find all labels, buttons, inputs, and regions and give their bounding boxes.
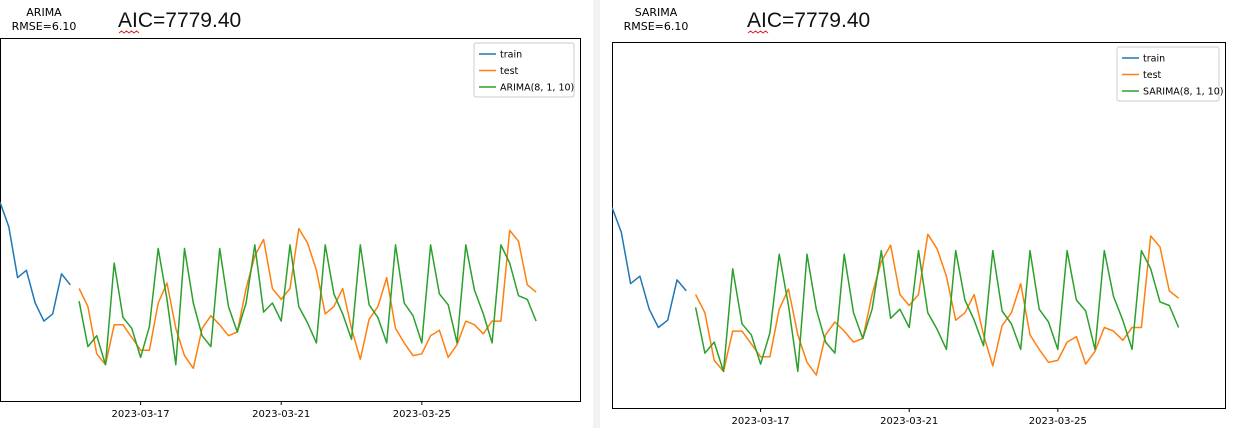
- arima-panel: ARIMA RMSE=6.10 AIC=7779.40 2023-03-17 2023-…: [0, 0, 600, 428]
- axes-frame: [612, 42, 1226, 409]
- aic-label: AIC=7779.40: [747, 9, 870, 32]
- rmse-label: RMSE=6.10: [624, 20, 689, 33]
- x-tick-label: 2023-03-25: [393, 409, 451, 420]
- legend: train test ARIMA(8, 1, 10): [473, 42, 575, 98]
- x-tick-label: 2023-03-25: [1029, 416, 1087, 427]
- x-tick-label: 2023-03-17: [112, 409, 170, 420]
- series-line-model: [78, 244, 537, 366]
- legend-label-test: test: [1143, 70, 1162, 81]
- axes-frame: [0, 38, 581, 402]
- legend-label-test: test: [500, 66, 519, 77]
- sarima-panel: SARIMA RMSE=6.10 AIC=7779.40 2023-03-17 2023…: [600, 0, 1236, 428]
- series-line-train: [612, 207, 687, 329]
- x-tick-label: 2023-03-21: [252, 409, 310, 420]
- x-tick-label: 2023-03-17: [732, 416, 790, 427]
- series-line-test: [694, 233, 1180, 376]
- spellcheck-underline: [747, 30, 769, 34]
- series-line-model: [694, 249, 1180, 373]
- x-tick-label: 2023-03-21: [880, 416, 938, 427]
- legend-box: [1116, 46, 1220, 102]
- rmse-label: RMSE=6.10: [12, 20, 77, 33]
- series-line-test: [78, 227, 537, 370]
- legend-label-train: train: [1143, 54, 1165, 65]
- spellcheck-underline: [118, 30, 140, 34]
- series-line-train: [0, 201, 71, 322]
- chart-title: ARIMA: [26, 6, 62, 19]
- aic-label: AIC=7779.40: [118, 9, 241, 32]
- legend-box: [473, 42, 575, 98]
- legend-label-model: ARIMA(8, 1, 10): [500, 83, 574, 94]
- chart-title: SARIMA: [635, 6, 678, 19]
- legend: train test SARIMA(8, 1, 10): [1116, 46, 1223, 102]
- legend-label-train: train: [500, 50, 522, 61]
- legend-label-model: SARIMA(8, 1, 10): [1143, 87, 1223, 98]
